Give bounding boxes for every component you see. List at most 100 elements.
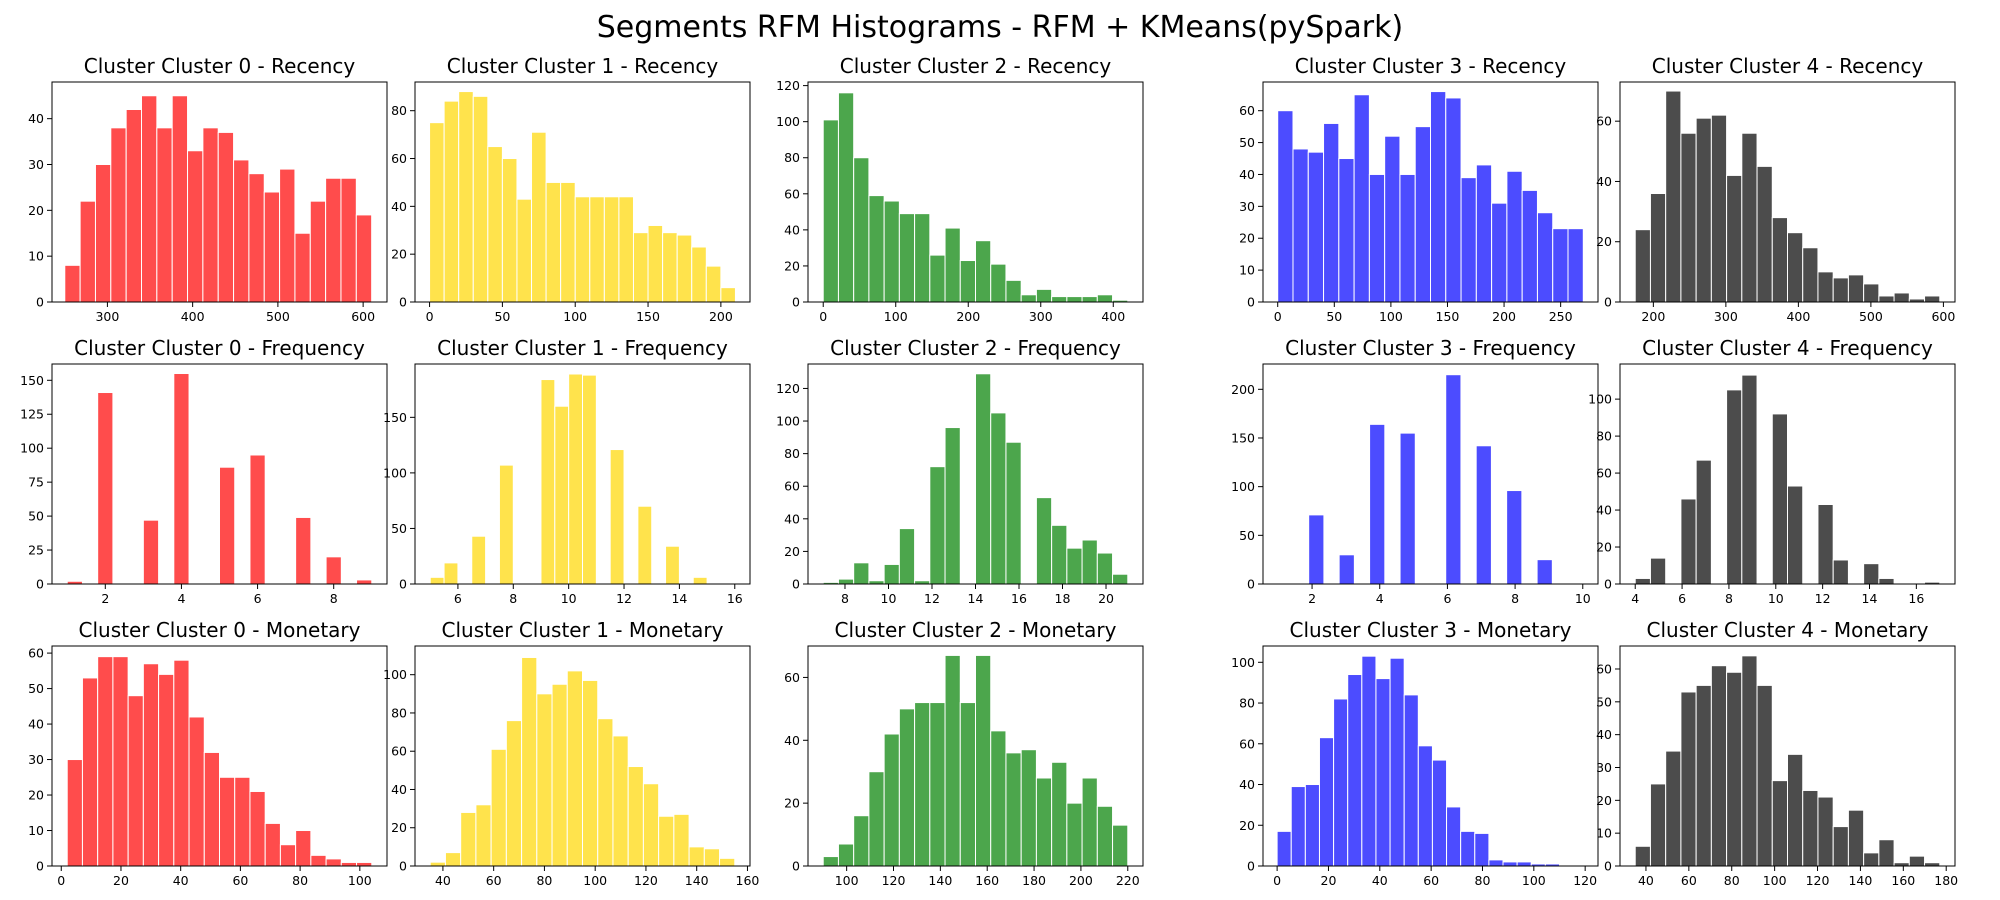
histogram-bar — [1112, 573, 1129, 585]
axes-frame — [1262, 645, 1599, 867]
histogram-bar — [1051, 296, 1068, 303]
x-tick-label: 100 — [1522, 873, 1546, 888]
histogram-bar — [1445, 97, 1462, 303]
histogram-bar — [637, 505, 653, 585]
histogram-bar — [1567, 228, 1584, 303]
histogram-bar — [1290, 786, 1306, 867]
x-tick-label: 10 — [881, 591, 897, 606]
histogram-bar — [1403, 694, 1419, 867]
histogram-bar — [868, 771, 885, 867]
y-tick-label: 40 — [784, 733, 800, 748]
axes-frame — [414, 81, 751, 303]
histogram-bar — [944, 654, 961, 867]
histogram-bar — [1634, 577, 1651, 585]
histogram-bar — [1066, 802, 1083, 867]
histogram-bar — [1369, 423, 1386, 585]
histogram-bar — [975, 240, 992, 303]
histogram-panel-0: Cluster Cluster 0 - Recency 300 400 500 600 0… — [28, 54, 388, 324]
histogram-bar — [203, 751, 220, 867]
axes-frame — [414, 645, 751, 867]
histogram-bar — [959, 702, 976, 867]
histogram-bar — [516, 198, 533, 303]
histogram-bar — [898, 528, 916, 585]
histogram-bar — [325, 556, 342, 585]
x-tick-label: 40 — [1638, 873, 1654, 888]
y-tick-label: 100 — [776, 114, 800, 129]
histogram-bar — [1726, 389, 1743, 585]
histogram-bar — [676, 234, 693, 303]
histogram-bar — [1506, 170, 1523, 303]
x-tick-label: 180 — [1934, 873, 1958, 888]
y-tick-label: 40 — [28, 717, 44, 732]
histogram-bar — [1460, 177, 1477, 303]
histogram-bar — [1318, 737, 1335, 867]
histogram-bar — [443, 100, 460, 303]
x-tick-label: 12 — [616, 591, 632, 606]
histogram-bar — [990, 730, 1007, 867]
histogram-bar — [627, 766, 644, 867]
y-tick-label: 30 — [28, 157, 44, 172]
x-tick-label: 2 — [101, 591, 109, 606]
histogram-bar — [97, 656, 114, 867]
x-tick-label: 4 — [1376, 591, 1384, 606]
y-tick-label: 50 — [1239, 528, 1255, 543]
histogram-bar — [1787, 485, 1804, 585]
histogram-bar — [1536, 559, 1553, 585]
axes-frame — [807, 645, 1144, 867]
histogram-bar — [234, 776, 251, 867]
y-tick-label: 60 — [784, 670, 800, 685]
histogram-bar — [1847, 274, 1865, 303]
histogram-bar — [929, 702, 946, 867]
x-tick-label: 400 — [1101, 309, 1125, 324]
histogram-bar — [141, 95, 158, 303]
histogram-bar — [125, 109, 143, 303]
histogram-bar — [692, 576, 708, 585]
histogram-bar — [1081, 539, 1098, 585]
y-tick-label: 0 — [36, 577, 44, 592]
histogram-bar — [1649, 783, 1667, 867]
histogram-bar — [279, 844, 297, 867]
x-tick-label: 0 — [1273, 873, 1281, 888]
histogram-bar — [582, 374, 597, 585]
histogram-bar — [853, 157, 870, 303]
panel-title: Cluster Cluster 1 - Frequency — [437, 336, 728, 360]
histogram-bar — [642, 783, 660, 867]
histogram-bar — [1726, 671, 1743, 867]
y-tick-label: 20 — [784, 796, 800, 811]
x-tick-label: 180 — [1022, 873, 1046, 888]
histogram-bar — [188, 716, 205, 867]
histogram-bar — [898, 708, 916, 867]
histogram-bar — [295, 516, 312, 585]
panel-title: Cluster Cluster 3 - Monetary — [1290, 618, 1572, 642]
x-tick-label: 14 — [1862, 591, 1878, 606]
y-tick-label: 150 — [20, 373, 44, 388]
x-tick-label: 8 — [1725, 591, 1733, 606]
histogram-bar — [536, 693, 553, 867]
y-tick-label: 100 — [383, 465, 407, 480]
histogram-bar — [429, 122, 445, 303]
histogram-bar — [1802, 789, 1819, 867]
histogram-bar — [1695, 117, 1712, 303]
x-tick-label: 14 — [671, 591, 687, 606]
histogram-bar — [1081, 777, 1098, 867]
histogram-bar — [1051, 524, 1068, 585]
x-tick-label: 300 — [1714, 309, 1738, 324]
x-tick-label: 120 — [1806, 873, 1830, 888]
x-tick-label: 50 — [494, 309, 510, 324]
histogram-bar — [1368, 173, 1386, 303]
histogram-bar — [1417, 745, 1433, 867]
y-tick-label: 60 — [784, 186, 800, 201]
histogram-bar — [1680, 691, 1697, 867]
histogram-bar — [429, 576, 445, 585]
histogram-bar — [1446, 806, 1462, 867]
y-tick-label: 0 — [399, 295, 407, 310]
panel-title: Cluster Cluster 2 - Frequency — [830, 336, 1121, 360]
histogram-bar — [1832, 826, 1849, 867]
y-tick-label: 50 — [1239, 135, 1255, 150]
panel-title: Cluster Cluster 4 - Recency — [1652, 54, 1924, 78]
histogram-bar — [472, 95, 489, 303]
histogram-bar — [1741, 655, 1758, 867]
y-tick-label: 40 — [784, 222, 800, 237]
histogram-bar — [460, 811, 477, 867]
y-tick-label: 100 — [20, 441, 44, 456]
